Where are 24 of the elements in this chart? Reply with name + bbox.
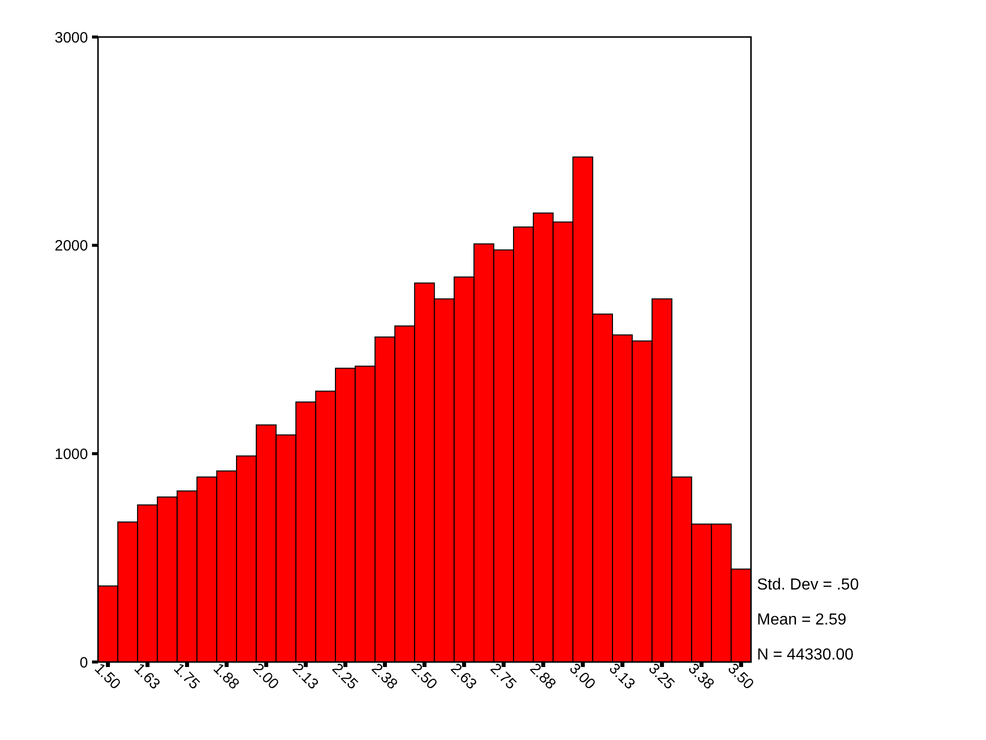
x-tick-label: 2.13 [288,660,322,693]
x-tick-label: 3.13 [606,660,638,693]
text: N = 44330.00 [757,646,854,664]
y-tick-label: 3000 [54,29,88,46]
x-tick-label: 2.88 [526,660,560,693]
y-tick-label: 2000 [54,238,88,255]
x-tick-label: 1.75 [170,660,203,693]
y-tick-label: 1000 [54,446,88,463]
text: Std. Dev = .50 [757,576,859,594]
x-tick-label: 2.63 [447,660,480,693]
x-tick-label: 1.63 [130,660,164,693]
x-tick-label: 1.88 [210,660,242,693]
x-tick-label: 2.75 [486,660,520,693]
x-tick-label: 3.25 [645,660,678,693]
y-tick-label: 0 [80,654,88,672]
x-tick-label: 3.38 [684,660,718,693]
x-tick-label: 3.00 [566,660,599,693]
x-tick-label: 2.25 [328,660,362,693]
x-tick-label: 2.50 [408,660,440,693]
text: Mean = 2.59 [757,612,846,629]
x-tick-label: 2.00 [249,660,282,693]
x-tick-label: 2.38 [368,660,401,693]
x-tick-label: 1.50 [91,660,124,693]
x-tick-label: 3.50 [724,660,757,693]
